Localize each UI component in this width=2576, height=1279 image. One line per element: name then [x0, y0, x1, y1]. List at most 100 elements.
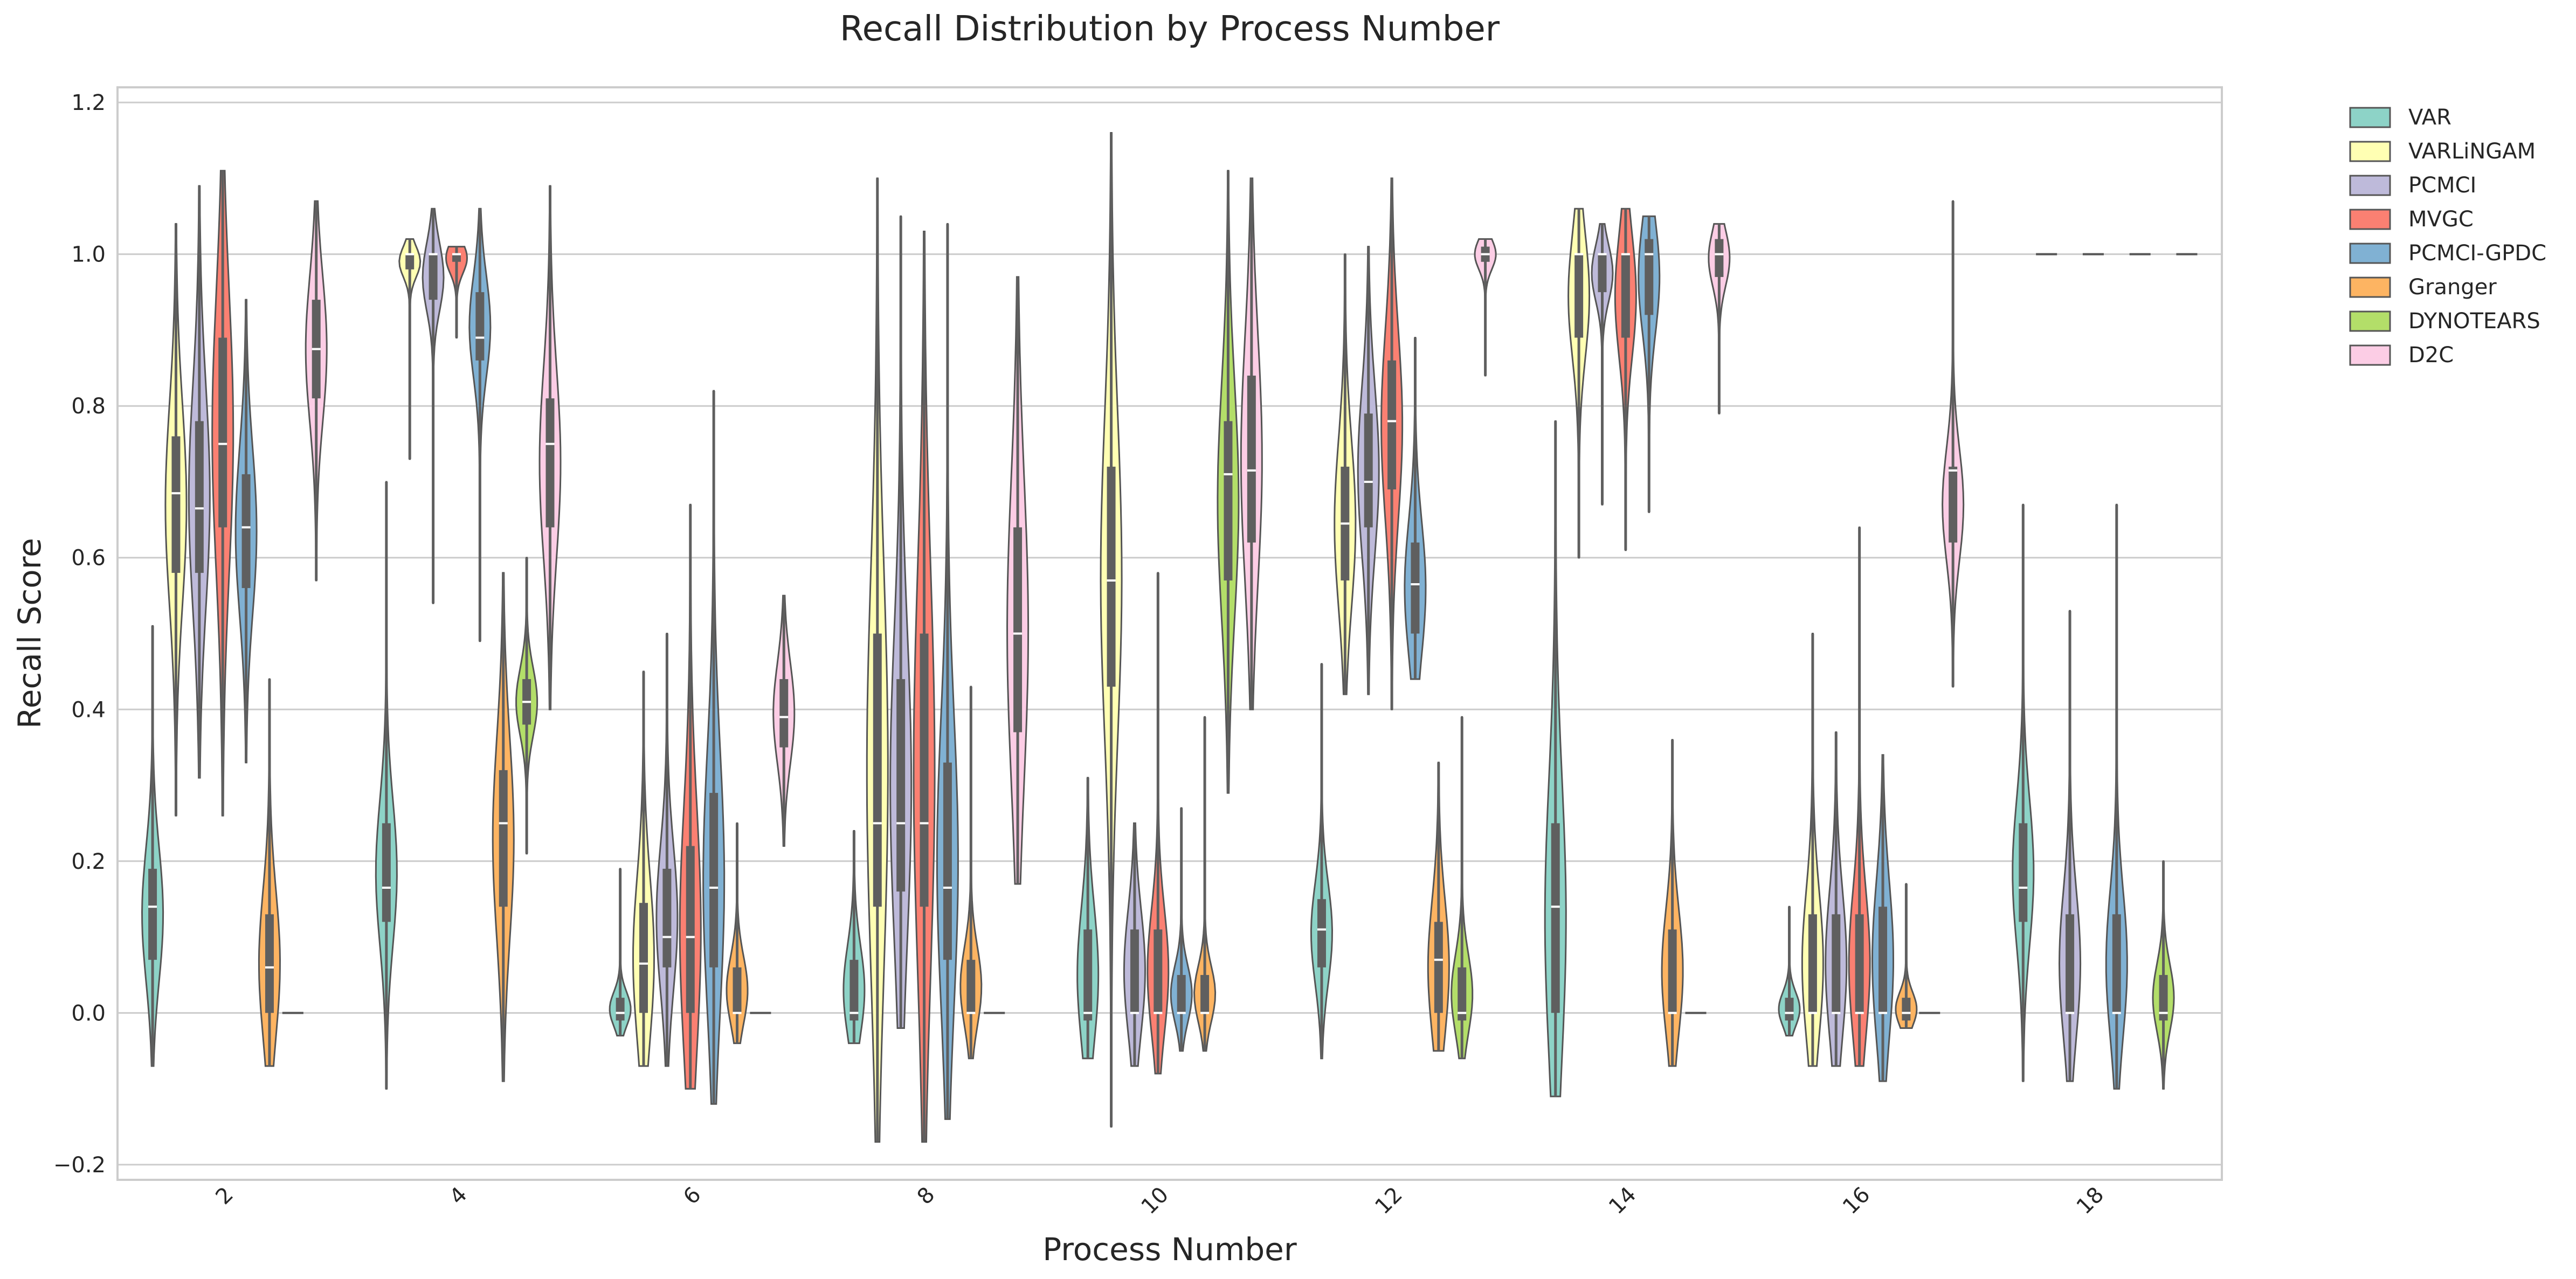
y-tick-label: 0.2 [71, 849, 106, 874]
violin [305, 200, 328, 582]
violin [211, 170, 234, 817]
violin-iqr-box [733, 967, 742, 1013]
violin [889, 215, 913, 1029]
violin [1614, 208, 1637, 551]
y-tick-label: 0.8 [71, 394, 106, 419]
violin [609, 868, 632, 1036]
violin [141, 625, 164, 1067]
violin-iqr-box [1200, 974, 1210, 1013]
violin-iqr-box [452, 254, 461, 262]
violin [234, 299, 258, 764]
violin-iqr-box [195, 421, 204, 573]
violin-iqr-box [1949, 466, 1958, 543]
violin-iqr-box [1598, 254, 1607, 293]
violin [1544, 420, 1567, 1097]
y-tick-label: 1.2 [71, 91, 106, 115]
y-axis-label: Recall Score [11, 538, 48, 729]
violin [1147, 572, 1170, 1075]
violin [1871, 754, 1894, 1082]
violin-iqr-box [1832, 914, 1841, 1013]
legend-swatch [2349, 175, 2391, 196]
violin-iqr-box [405, 254, 415, 269]
violin [1708, 223, 1731, 414]
violin-iqr-box [1154, 929, 1163, 1013]
x-axis-label: Process Number [1042, 1231, 1297, 1268]
violin-iqr-box [1411, 542, 1420, 634]
legend-label: VAR [2408, 105, 2451, 130]
legend-label: PCMCI-GPDC [2408, 241, 2546, 266]
violin-iqr-box [1224, 421, 1233, 580]
violin-iqr-box [1247, 375, 1256, 543]
violin [679, 503, 702, 1090]
violin-iqr-box [429, 254, 438, 300]
violin-iqr-box [499, 770, 508, 907]
violin-iqr-box [616, 998, 625, 1021]
violin [1170, 807, 1193, 1052]
legend-swatch [2349, 243, 2391, 264]
violin [702, 390, 726, 1105]
violin-iqr-box [873, 633, 882, 907]
violin [913, 231, 936, 1143]
violin [1123, 822, 1147, 1067]
violin [1451, 716, 1474, 1060]
legend: VAR VARLiNGAM PCMCI MVGC PCMCI-GPDC Granger DY… [2349, 105, 2546, 368]
legend-label: Granger [2408, 275, 2497, 300]
violin-iqr-box [1715, 239, 1724, 277]
violin [1661, 739, 1684, 1067]
violins [141, 132, 2198, 1143]
legend-label: MVGC [2408, 207, 2474, 232]
violin [2012, 503, 2035, 1082]
legend-label: D2C [2408, 343, 2454, 368]
violin-iqr-box [686, 846, 695, 1013]
violin [1567, 208, 1591, 559]
violin [1638, 215, 1661, 513]
violin-iqr-box [2019, 823, 2028, 922]
violin-iqr-box [1317, 899, 1326, 967]
violin [866, 177, 889, 1143]
violin [2152, 860, 2175, 1090]
violin-iqr-box [218, 337, 227, 528]
violin-iqr-box [709, 793, 719, 967]
violin [1895, 883, 1918, 1029]
violin-iqr-box [779, 679, 789, 748]
legend-swatch [2349, 276, 2391, 298]
violin [842, 830, 866, 1045]
violin [1310, 663, 1334, 1060]
violin [1217, 170, 1240, 794]
violin [1778, 905, 1801, 1036]
violin [936, 223, 959, 1120]
violin-iqr-box [1855, 914, 1864, 1013]
violin-iqr-box [1434, 922, 1443, 1013]
violin-iqr-box [1083, 929, 1093, 1021]
y-tick-label: 0.6 [71, 546, 106, 571]
violin [2105, 503, 2128, 1090]
violin [632, 670, 655, 1067]
violin-iqr-box [1458, 967, 1467, 1021]
violin-iqr-box [966, 959, 976, 1013]
legend-swatch [2349, 344, 2391, 366]
violin-iqr-box [1130, 929, 1139, 1013]
violin [375, 481, 398, 1090]
violin [164, 223, 188, 817]
y-ticks: −0.2 0.0 0.2 0.4 0.6 0.8 1.0 1.2 [53, 91, 106, 1178]
violin-iqr-box [382, 823, 391, 922]
violin-iqr-box [1387, 360, 1397, 490]
violin-iqr-box [662, 868, 672, 967]
violin [726, 822, 749, 1045]
violin-iqr-box [920, 633, 929, 907]
y-tick-label: 0.4 [71, 697, 106, 722]
violin-iqr-box [265, 914, 274, 1013]
plot-frame [116, 86, 2223, 1181]
violin-iqr-box [1668, 929, 1677, 1013]
violin-iqr-box [2159, 974, 2168, 1021]
legend-label: PCMCI [2408, 173, 2476, 198]
violin [772, 594, 796, 847]
violin [492, 572, 515, 1082]
violin [1193, 716, 1217, 1052]
violin [655, 633, 679, 1067]
violin-iqr-box [1574, 254, 1584, 338]
violin-iqr-box [943, 762, 952, 960]
y-tick-label: 0.0 [71, 1001, 106, 1026]
violin [1591, 223, 1614, 506]
